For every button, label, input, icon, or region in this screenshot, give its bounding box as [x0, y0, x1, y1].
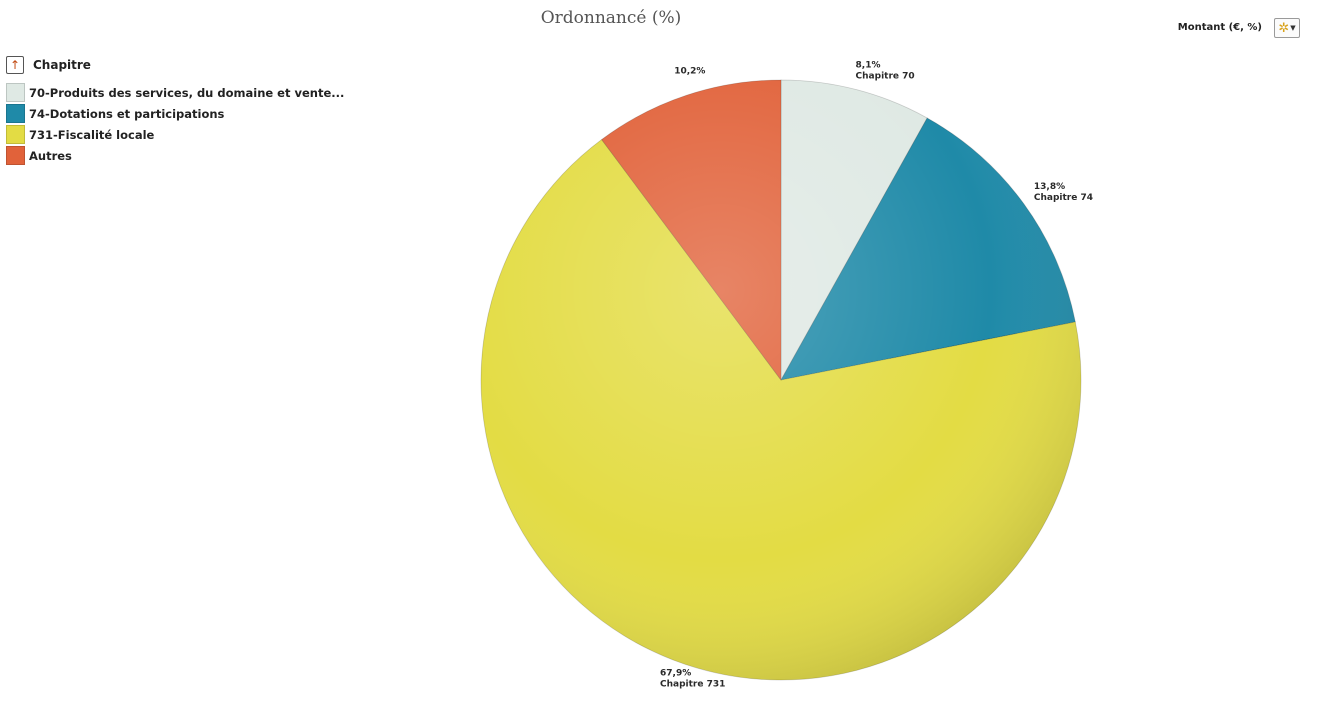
- chevron-down-icon: ▼: [1290, 23, 1296, 32]
- slice-category-label: Chapitre 731: [660, 680, 725, 690]
- slice-value-label: 13,8%: [1034, 182, 1065, 192]
- chart-settings-button[interactable]: ✲ ▼: [1274, 18, 1300, 38]
- measure-label[interactable]: Montant (€, %): [1177, 22, 1262, 33]
- legend-swatch: [6, 146, 25, 165]
- legend-label: 74-Dotations et participations: [29, 106, 225, 121]
- slice-value-label: 67,9%: [660, 669, 691, 679]
- legend-label: 731-Fiscalité locale: [29, 127, 155, 142]
- arrow-up-icon[interactable]: ↑: [6, 56, 24, 74]
- legend-item[interactable]: 74-Dotations et participations: [6, 103, 344, 124]
- legend-item[interactable]: 731-Fiscalité locale: [6, 124, 344, 145]
- slice-label: 13,8% Chapitre 74: [1034, 182, 1093, 203]
- chart-title: Ordonnancé (%): [540, 8, 682, 28]
- legend-swatch: [6, 104, 25, 123]
- legend-swatch: [6, 125, 25, 144]
- legend-item[interactable]: Autres: [6, 145, 344, 166]
- slice-value-label: 10,2%: [674, 66, 705, 76]
- legend: ↑ Chapitre 70-Produits des services, du …: [6, 56, 344, 166]
- legend-title: Chapitre: [33, 58, 91, 72]
- gear-icon: ✲: [1278, 20, 1290, 36]
- legend-header: ↑ Chapitre: [6, 56, 344, 74]
- slice-label: 10,2%: [674, 66, 705, 76]
- legend-label: Autres: [29, 148, 72, 163]
- slice-label: 67,9% Chapitre 731: [660, 669, 725, 690]
- legend-label: 70-Produits des services, du domaine et …: [29, 85, 345, 100]
- slice-category-label: Chapitre 74: [1034, 193, 1093, 203]
- slice-label: 8,1% Chapitre 70: [856, 60, 915, 81]
- slice-category-label: Chapitre 70: [856, 71, 915, 81]
- legend-item[interactable]: 70-Produits des services, du domaine et …: [6, 82, 344, 103]
- slice-value-label: 8,1%: [856, 60, 881, 70]
- legend-swatch: [6, 83, 25, 102]
